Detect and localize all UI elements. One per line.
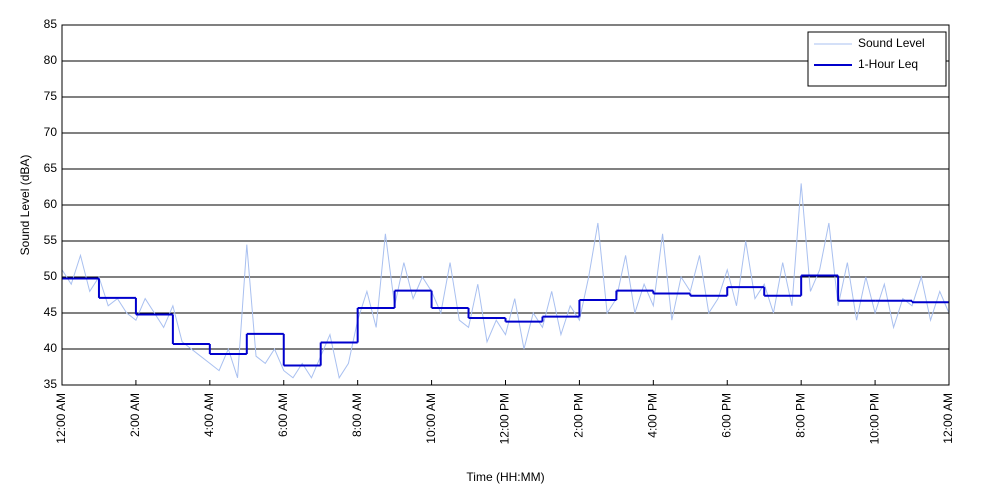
plot-frame <box>61 24 950 386</box>
y-tick-label: 65 <box>44 161 58 175</box>
x-tick-label: 2:00 AM <box>128 393 142 437</box>
y-tick-label: 55 <box>44 233 58 247</box>
y-tick-label: 80 <box>44 53 58 67</box>
y-tick-label: 40 <box>44 341 58 355</box>
legend-label: Sound Level <box>858 36 925 50</box>
legend: Sound Level 1-Hour Leq <box>807 31 947 87</box>
y-tick-label: 75 <box>44 89 58 103</box>
y-tick-label: 45 <box>44 305 58 319</box>
x-tick-label: 10:00 AM <box>424 393 438 444</box>
x-tick-label: 12:00 PM <box>498 393 512 444</box>
y-tick-label: 50 <box>44 269 58 283</box>
x-tick-label: 4:00 AM <box>202 393 216 437</box>
x-tick-label: 12:00 AM <box>941 393 955 444</box>
y-tick-label: 35 <box>44 377 58 391</box>
x-tick-label: 8:00 PM <box>793 393 807 438</box>
y-tick-label: 60 <box>44 197 58 211</box>
x-tick-label: 4:00 PM <box>646 393 660 438</box>
x-tick-label: 6:00 PM <box>719 393 733 438</box>
x-tick-label: 6:00 AM <box>276 393 290 437</box>
legend-box <box>807 31 947 87</box>
legend-label: 1-Hour Leq <box>858 57 918 71</box>
x-axis-label: Time (HH:MM) <box>466 470 544 484</box>
x-tick-label: 2:00 PM <box>572 393 586 438</box>
x-tick-label: 12:00 AM <box>54 393 68 444</box>
x-tick-label: 8:00 AM <box>350 393 364 437</box>
y-tick-label: 70 <box>44 125 58 139</box>
sound-level-line <box>61 183 950 380</box>
y-tick-label: 85 <box>44 17 58 31</box>
x-tick-label: 10:00 PM <box>867 393 881 444</box>
y-axis-label: Sound Level (dBA) <box>18 155 32 256</box>
